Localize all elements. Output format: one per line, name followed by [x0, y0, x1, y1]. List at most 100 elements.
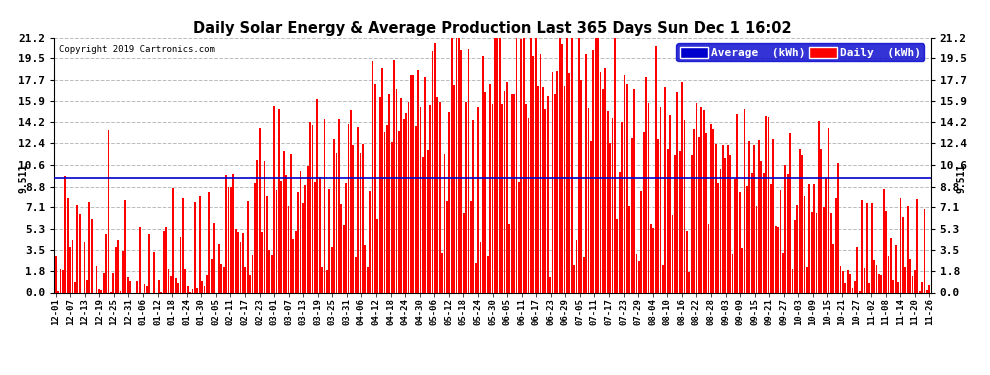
Bar [919, 291, 921, 292]
Bar [718, 183, 719, 292]
Bar [275, 190, 277, 292]
Bar [247, 201, 248, 292]
Bar [890, 238, 892, 292]
Bar [696, 103, 698, 292]
Bar [558, 38, 560, 292]
Bar [826, 178, 827, 292]
Bar [693, 129, 695, 292]
Bar [374, 84, 376, 292]
Bar [242, 233, 244, 292]
Bar [851, 288, 853, 292]
Bar [196, 288, 198, 292]
Bar [662, 265, 664, 292]
Bar [192, 289, 193, 292]
Bar [494, 38, 496, 292]
Bar [667, 150, 668, 292]
Bar [204, 286, 205, 292]
Bar [912, 276, 914, 292]
Bar [643, 132, 644, 292]
Bar [492, 104, 493, 292]
Bar [698, 137, 700, 292]
Bar [538, 87, 539, 292]
Bar [127, 277, 129, 292]
Bar [501, 104, 503, 292]
Bar [341, 204, 343, 292]
Bar [715, 144, 717, 292]
Bar [568, 73, 570, 292]
Bar [221, 264, 222, 292]
Bar [713, 129, 714, 292]
Bar [122, 251, 124, 292]
Bar [321, 267, 323, 292]
Bar [206, 275, 208, 292]
Bar [546, 96, 548, 292]
Bar [767, 117, 769, 292]
Bar [833, 244, 835, 292]
Bar [849, 274, 851, 292]
Bar [626, 84, 628, 292]
Bar [516, 38, 518, 292]
Bar [362, 144, 363, 292]
Bar [691, 154, 693, 292]
Bar [828, 128, 830, 292]
Bar [472, 120, 474, 292]
Legend: Average  (kWh), Daily  (kWh): Average (kWh), Daily (kWh) [676, 43, 925, 62]
Bar [659, 108, 661, 292]
Bar [652, 228, 654, 292]
Bar [285, 175, 287, 292]
Bar [739, 192, 741, 292]
Bar [129, 281, 131, 292]
Bar [413, 75, 414, 292]
Bar [359, 153, 361, 292]
Bar [573, 264, 575, 292]
Bar [636, 254, 638, 292]
Bar [283, 151, 284, 292]
Bar [266, 196, 267, 292]
Bar [664, 87, 666, 292]
Bar [590, 141, 592, 292]
Bar [108, 130, 109, 292]
Bar [489, 84, 491, 292]
Bar [742, 248, 743, 292]
Bar [821, 149, 823, 292]
Bar [425, 77, 427, 292]
Bar [430, 105, 431, 292]
Bar [467, 49, 469, 292]
Bar [750, 173, 752, 292]
Bar [650, 224, 651, 292]
Bar [383, 132, 385, 292]
Bar [263, 161, 265, 292]
Bar [432, 51, 434, 292]
Bar [549, 278, 551, 292]
Bar [346, 183, 347, 292]
Bar [597, 38, 599, 292]
Bar [211, 259, 213, 292]
Bar [268, 250, 270, 292]
Bar [760, 161, 762, 292]
Bar [521, 39, 523, 292]
Bar [213, 222, 215, 292]
Bar [602, 89, 604, 292]
Bar [842, 272, 843, 292]
Bar [905, 267, 906, 292]
Bar [730, 156, 731, 292]
Bar [765, 116, 767, 292]
Bar [334, 139, 335, 292]
Bar [484, 92, 486, 292]
Bar [770, 184, 772, 292]
Bar [681, 82, 683, 292]
Bar [763, 173, 764, 292]
Bar [897, 282, 899, 292]
Bar [59, 268, 61, 292]
Bar [312, 125, 314, 292]
Bar [876, 264, 877, 292]
Bar [453, 85, 455, 292]
Bar [624, 75, 626, 292]
Bar [69, 247, 71, 292]
Bar [496, 38, 498, 292]
Bar [607, 111, 609, 292]
Bar [83, 242, 85, 292]
Bar [871, 203, 873, 292]
Bar [137, 281, 139, 292]
Bar [753, 146, 755, 292]
